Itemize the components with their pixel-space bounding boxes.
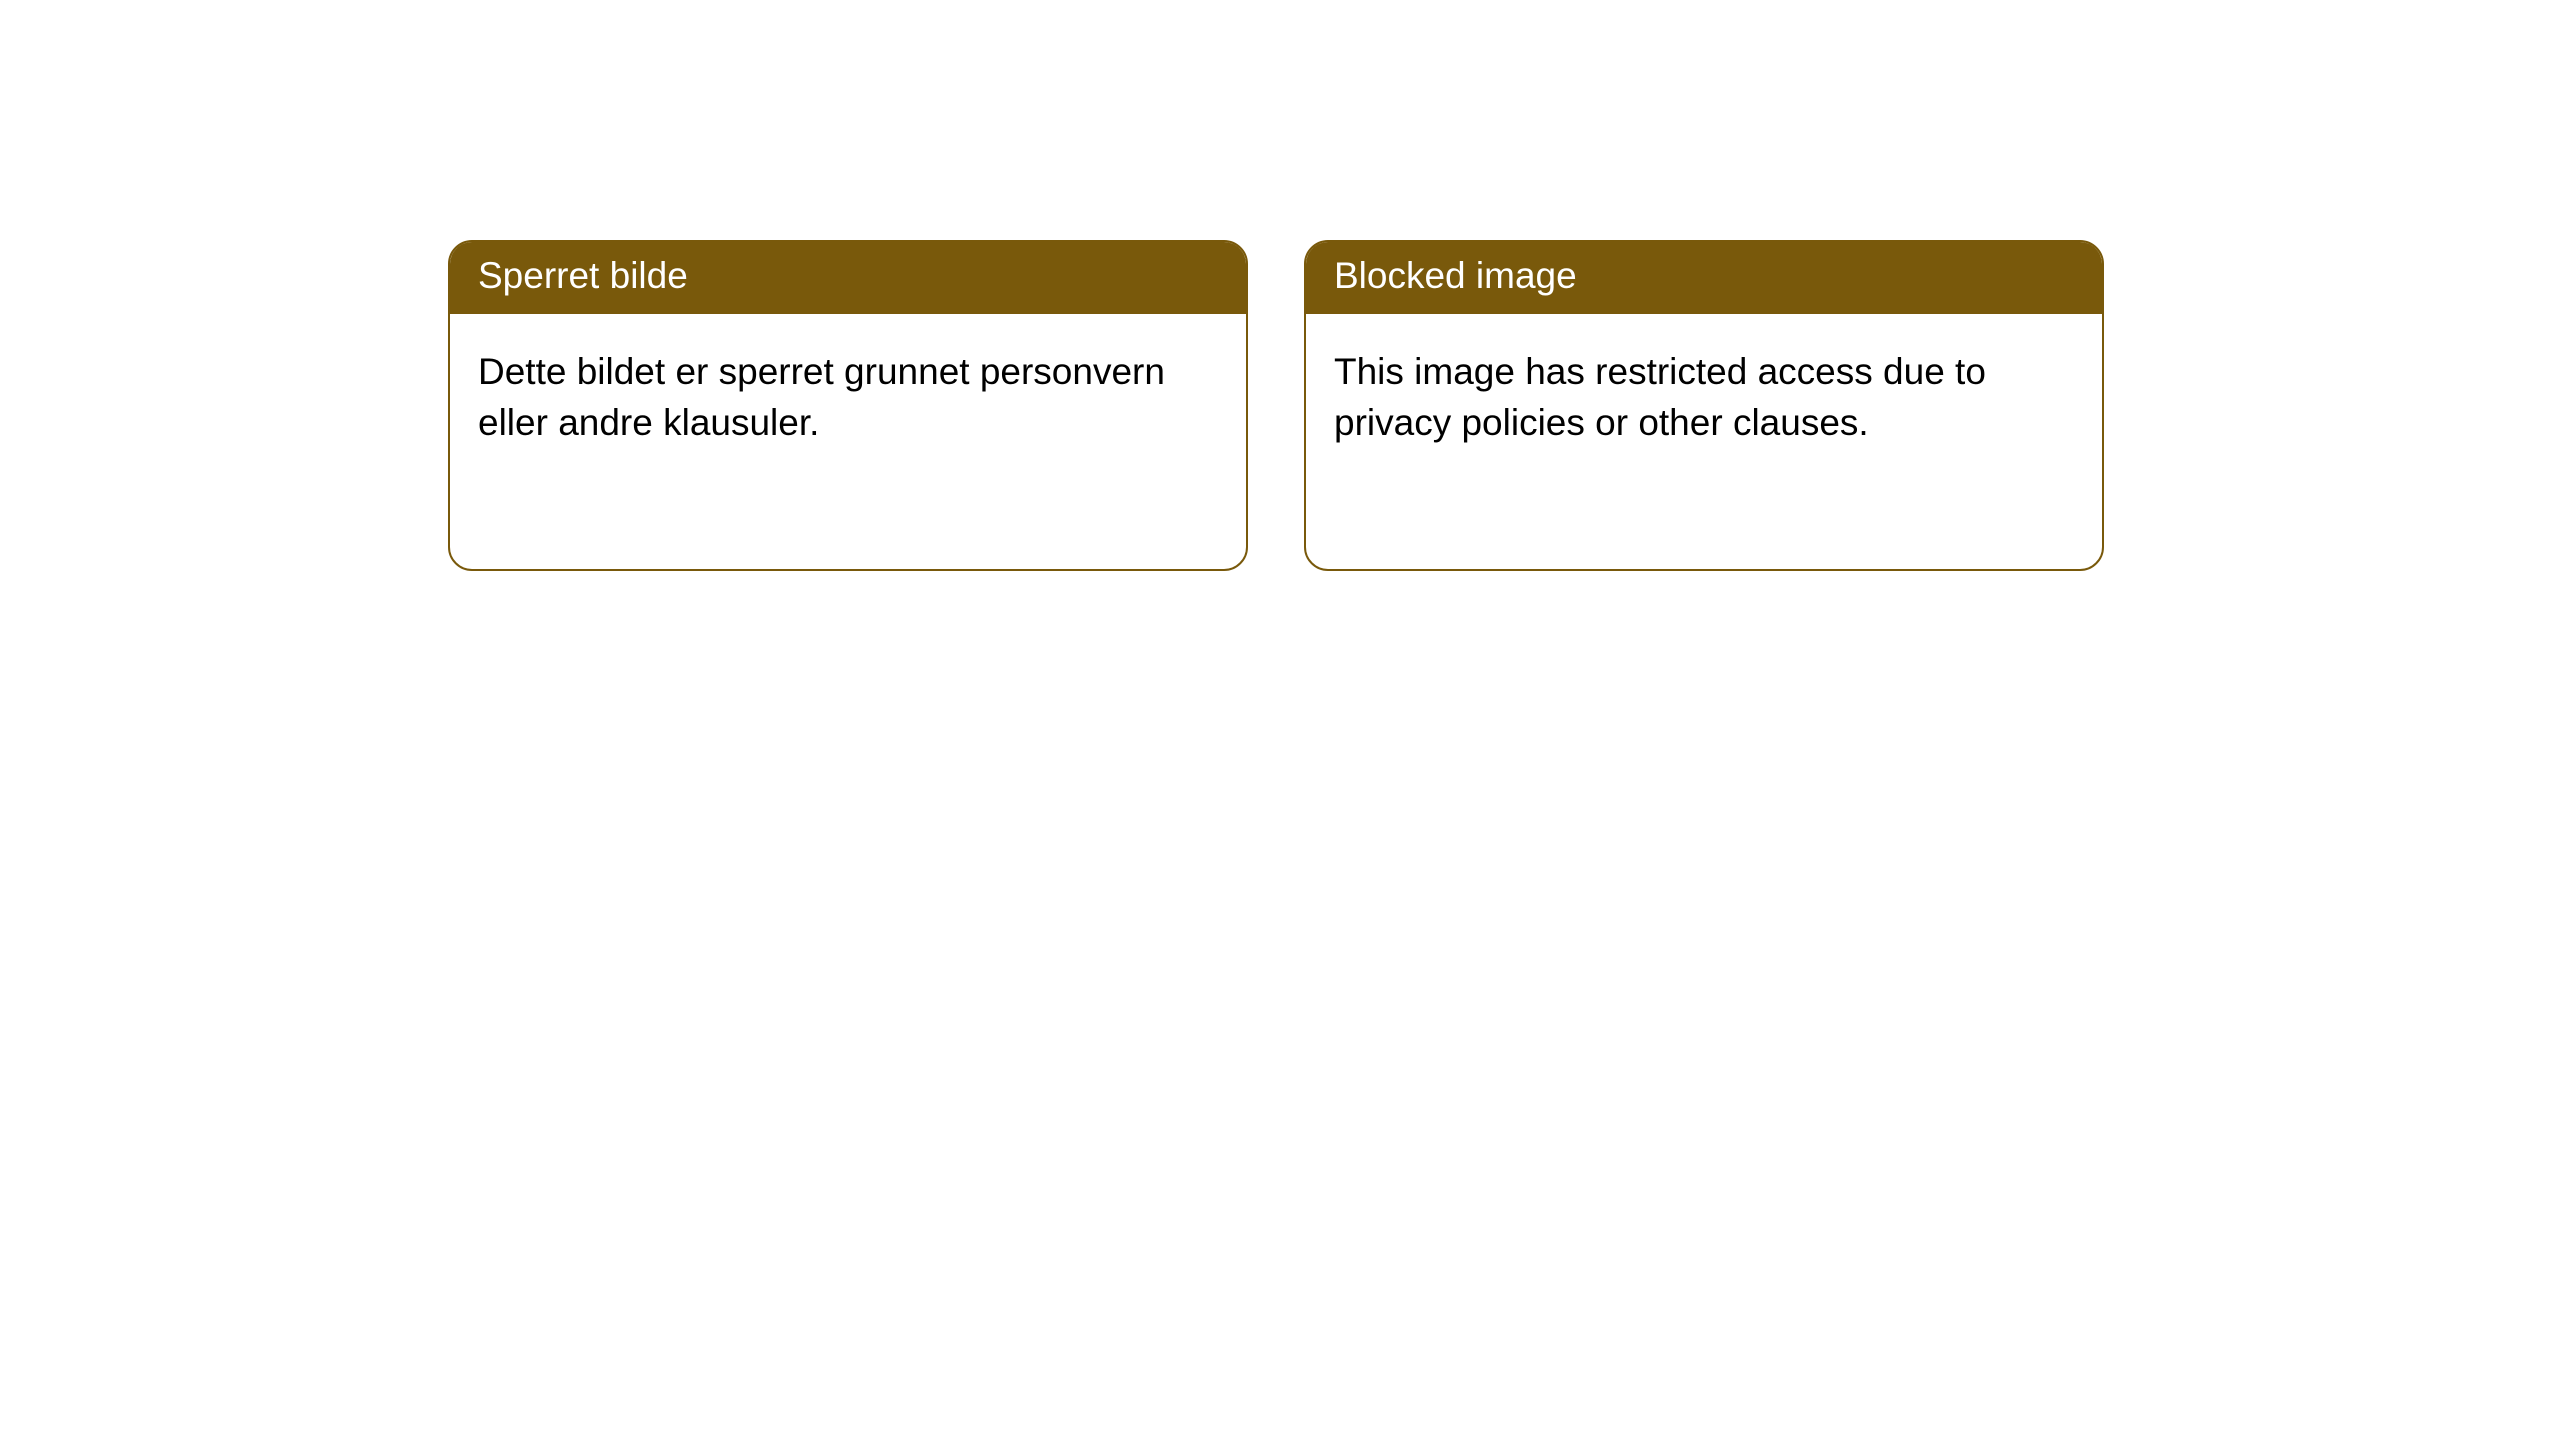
card-body: Dette bildet er sperret grunnet personve… [450,314,1246,480]
card-title: Sperret bilde [450,242,1246,314]
card-body: This image has restricted access due to … [1306,314,2102,480]
blocked-image-card-no: Sperret bilde Dette bildet er sperret gr… [448,240,1248,571]
card-title: Blocked image [1306,242,2102,314]
notice-cards-container: Sperret bilde Dette bildet er sperret gr… [0,0,2560,571]
blocked-image-card-en: Blocked image This image has restricted … [1304,240,2104,571]
